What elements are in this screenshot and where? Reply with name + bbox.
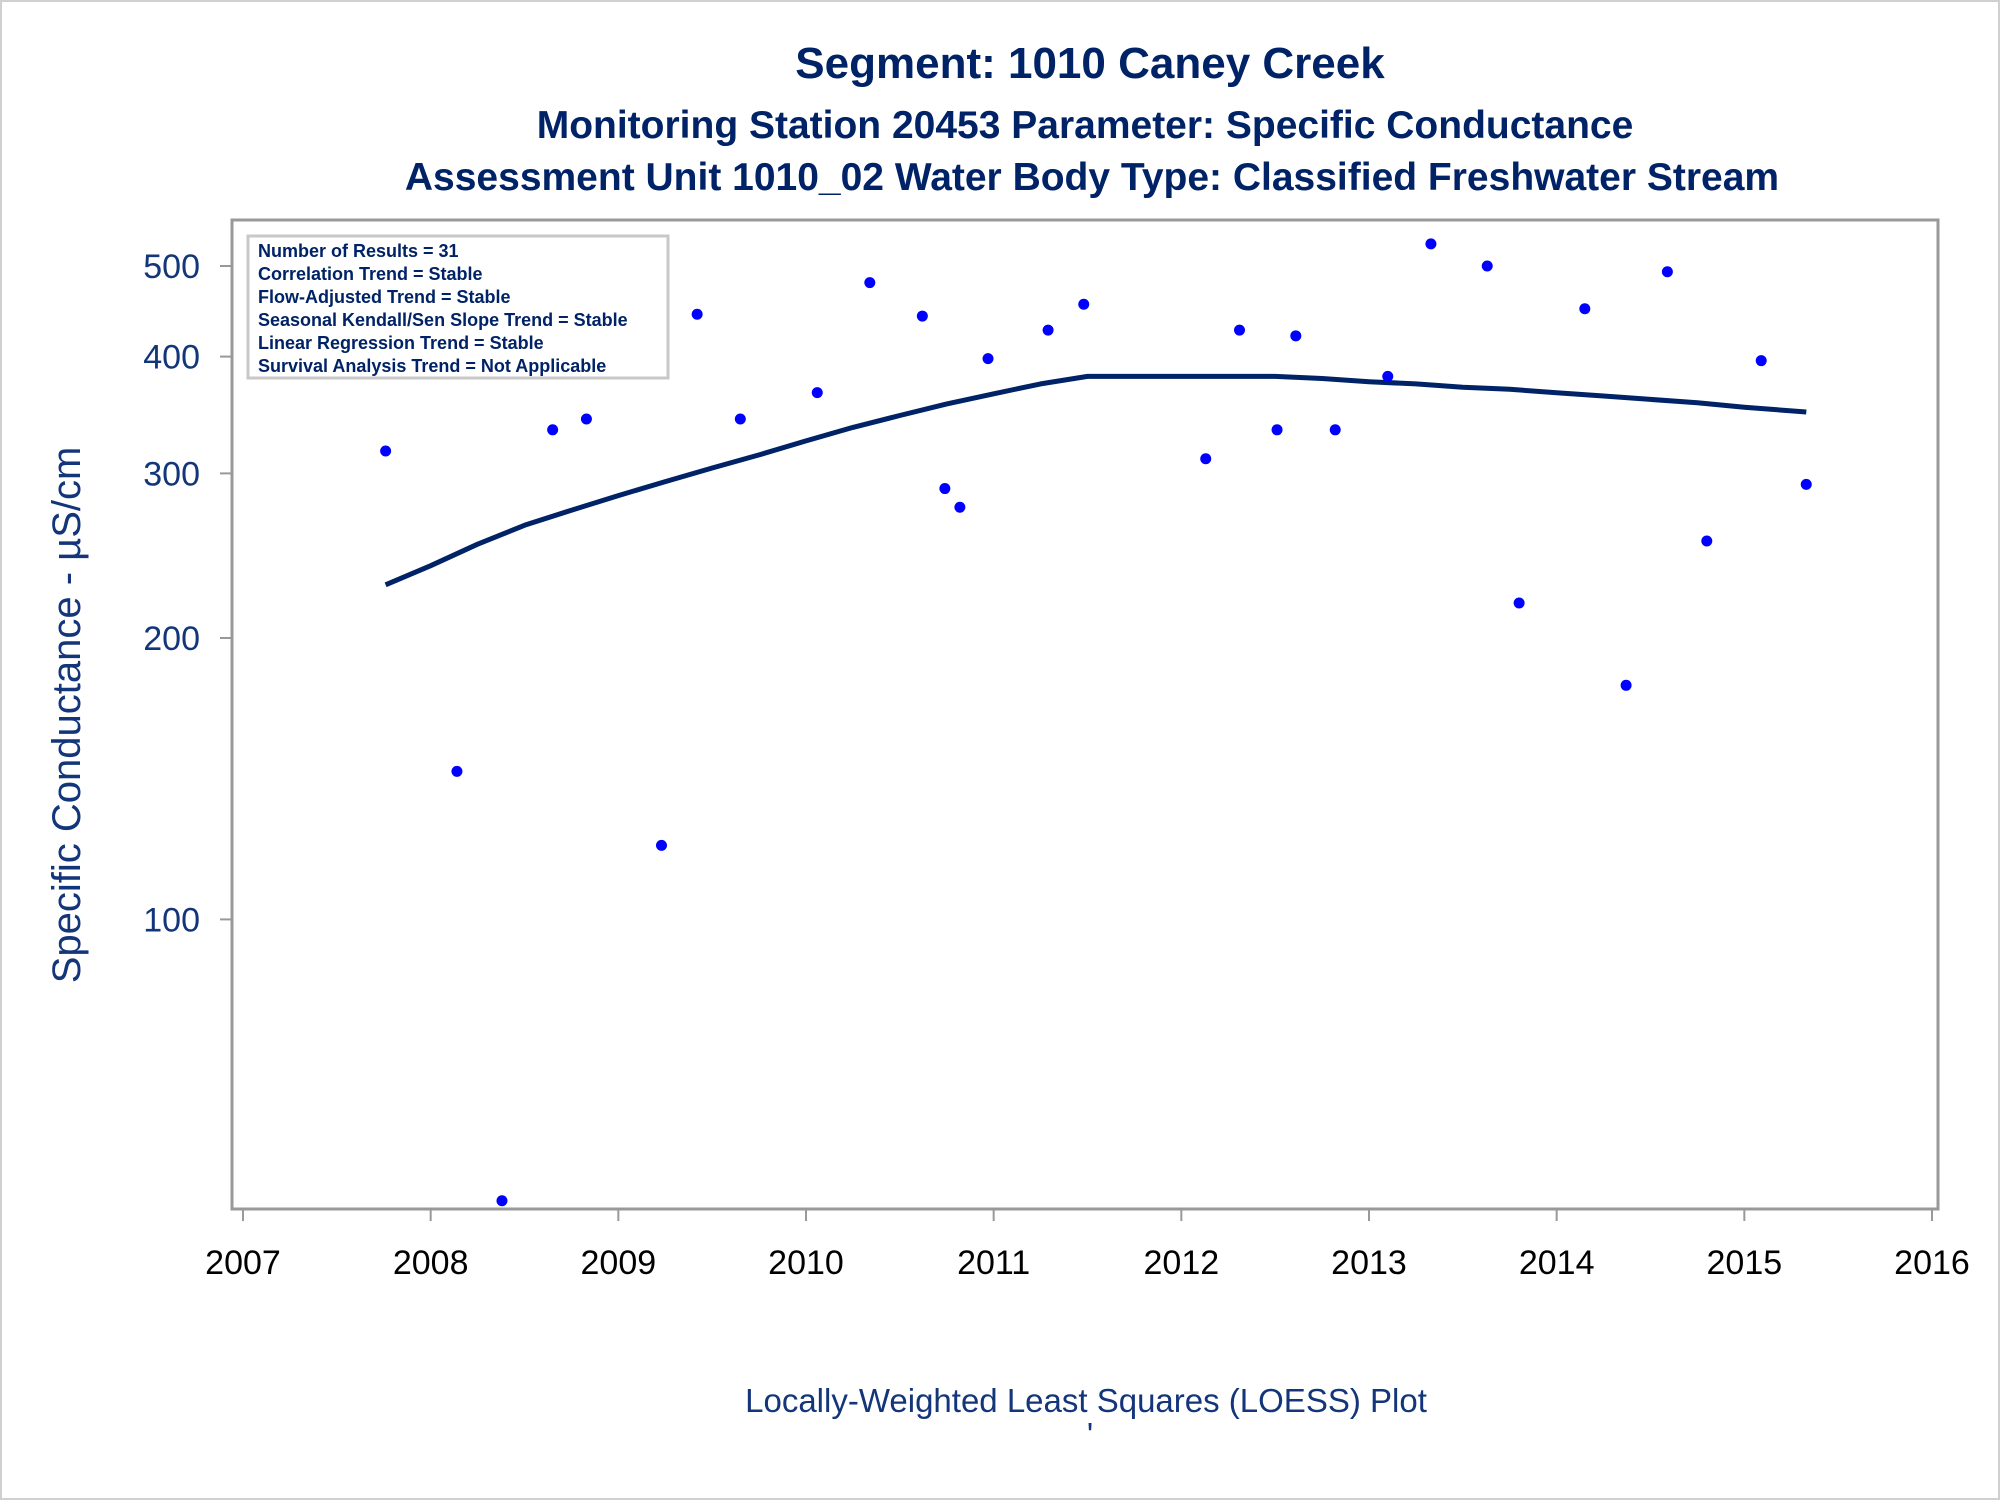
stat-survival-analysis-trend: Survival Analysis Trend = Not Applicable bbox=[258, 356, 606, 376]
data-point bbox=[1755, 355, 1767, 367]
y-tick-label: 500 bbox=[143, 248, 200, 286]
x-tick-label: 2013 bbox=[1331, 1244, 1407, 1282]
data-point bbox=[939, 483, 951, 495]
caption-mark: ' bbox=[1087, 1416, 1093, 1453]
data-point bbox=[1701, 535, 1713, 547]
y-tick-label: 200 bbox=[143, 620, 200, 658]
stats-legend-box: Number of Results = 31 Correlation Trend… bbox=[246, 234, 670, 380]
stat-seasonal-kendall-trend: Seasonal Kendall/Sen Slope Trend = Stabl… bbox=[258, 310, 628, 330]
x-tick-label: 2015 bbox=[1707, 1244, 1783, 1282]
stats-box-frame bbox=[246, 234, 670, 380]
data-point bbox=[1329, 424, 1341, 436]
data-point bbox=[451, 765, 463, 777]
data-point bbox=[954, 501, 966, 513]
data-point bbox=[1425, 238, 1437, 250]
loess-trend-line bbox=[384, 373, 1807, 588]
x-tick-label: 2009 bbox=[581, 1244, 657, 1282]
data-point bbox=[380, 445, 392, 457]
x-axis: 2007 2008 2009 2010 2011 2012 2013 2014 2015 2016 bbox=[205, 1209, 1970, 1282]
x-tick-label: 2008 bbox=[393, 1244, 469, 1282]
data-point bbox=[1234, 324, 1246, 336]
data-point bbox=[1382, 370, 1394, 382]
data-point bbox=[547, 424, 559, 436]
x-tick-label: 2011 bbox=[957, 1244, 1030, 1282]
loess-series bbox=[384, 373, 1807, 588]
x-tick-label: 2007 bbox=[205, 1244, 281, 1282]
y-tick-label: 400 bbox=[143, 339, 200, 377]
data-point bbox=[580, 413, 592, 425]
data-point bbox=[1481, 260, 1493, 272]
data-point bbox=[811, 387, 823, 399]
chart-title: Segment: 1010 Caney Creek bbox=[795, 39, 1385, 88]
x-tick-label: 2012 bbox=[1144, 1244, 1220, 1282]
chart-caption: Locally-Weighted Least Squares (LOESS) P… bbox=[745, 1382, 1427, 1419]
data-point bbox=[982, 353, 994, 365]
stat-linear-regression-trend: Linear Regression Trend = Stable bbox=[258, 333, 544, 353]
y-axis: 100 200 300 400 500 bbox=[143, 248, 232, 939]
data-point bbox=[864, 277, 876, 289]
y-tick-label: 300 bbox=[143, 455, 200, 493]
data-point bbox=[1200, 453, 1212, 465]
x-tick-label: 2010 bbox=[768, 1244, 844, 1282]
data-point bbox=[1042, 324, 1054, 336]
data-point bbox=[1271, 424, 1283, 436]
data-point bbox=[1290, 330, 1302, 342]
stat-number-of-results: Number of Results = 31 bbox=[258, 241, 459, 261]
data-point bbox=[655, 839, 667, 851]
scatter-series bbox=[380, 238, 1812, 1207]
stat-flow-adjusted-trend: Flow-Adjusted Trend = Stable bbox=[258, 287, 511, 307]
x-tick-label: 2014 bbox=[1519, 1244, 1595, 1282]
x-tick-label: 2016 bbox=[1894, 1244, 1970, 1282]
chart-subtitle-station: Monitoring Station 20453 Parameter: Spec… bbox=[537, 104, 1634, 147]
data-point bbox=[1620, 679, 1632, 691]
plot-area bbox=[230, 218, 1940, 1211]
data-point bbox=[496, 1195, 508, 1207]
y-tick-label: 100 bbox=[143, 901, 200, 939]
data-point bbox=[916, 310, 928, 322]
data-point bbox=[691, 308, 703, 320]
stat-correlation-trend: Correlation Trend = Stable bbox=[258, 264, 483, 284]
data-point bbox=[1800, 478, 1812, 490]
data-point bbox=[1579, 303, 1591, 315]
data-point bbox=[1513, 597, 1525, 609]
data-point bbox=[1078, 298, 1090, 310]
y-axis-label: Specific Conductance - µS/cm bbox=[45, 447, 89, 984]
chart-subtitle-assessment: Assessment Unit 1010_02 Water Body Type:… bbox=[405, 156, 1779, 199]
data-point bbox=[734, 413, 746, 425]
data-point bbox=[1661, 266, 1673, 278]
